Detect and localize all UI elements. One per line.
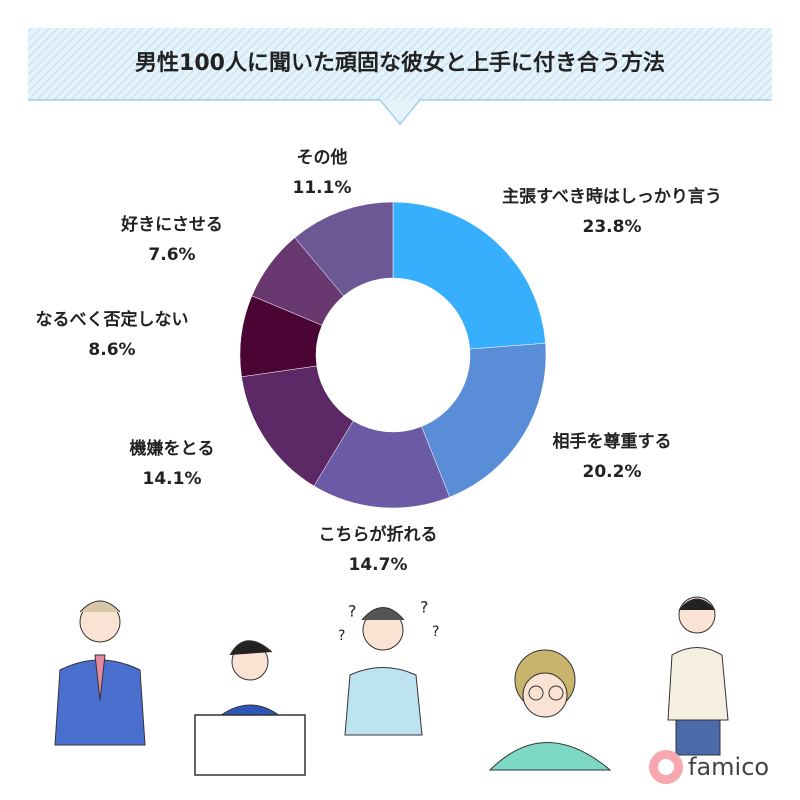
slice-label: 主張すべき時はしっかり言う [502,186,722,207]
donut-slice [392,201,546,350]
illustrations: ?? ?? [54,596,729,784]
donut-slice [421,342,547,498]
slice-label: 機嫌をとる [130,438,215,459]
slice-label: その他 [297,147,348,168]
donut-slice [294,201,394,297]
slice-value-label: 14.7% [349,555,408,575]
slice-label: こちらが折れる [319,524,438,545]
svg-text:?: ? [420,598,429,617]
slice-label: 相手を尊重する [553,431,672,452]
svg-text:?: ? [338,628,345,644]
slice-label: なるべく否定しない [36,309,189,330]
slice-value-label: 20.2% [583,462,642,482]
chart-title: 男性100人に聞いた頑固な彼女と上手に付き合う方法 [135,50,665,76]
donut [239,201,547,509]
slice-value-label: 14.1% [143,469,202,489]
header [28,28,772,126]
slice-value-label: 23.8% [583,217,642,237]
svg-text:?: ? [348,602,357,621]
slice-value-label: 7.6% [148,245,195,265]
slice-label: 好きにさせる [120,214,223,235]
svg-text:?: ? [432,624,439,640]
brand-logo: famico [688,753,769,781]
slice-value-label: 11.1% [293,178,352,198]
slice-value-label: 8.6% [88,340,135,360]
